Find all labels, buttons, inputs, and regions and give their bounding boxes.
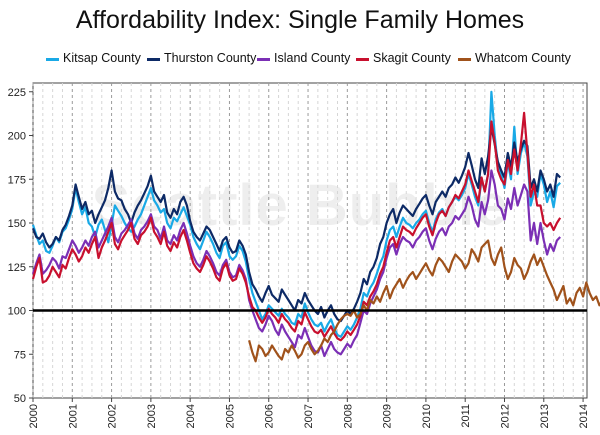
x-tick-label: 2009 bbox=[382, 404, 394, 428]
x-tick-label: 2003 bbox=[146, 404, 158, 428]
y-tick-label: 100 bbox=[8, 306, 26, 318]
x-tick-label: 2011 bbox=[460, 404, 472, 428]
x-tick-label: 2006 bbox=[264, 404, 276, 428]
x-tick-label: 2002 bbox=[107, 404, 119, 428]
x-tick-label: 2004 bbox=[185, 404, 197, 428]
y-tick-label: 175 bbox=[8, 174, 26, 186]
legend-label-thurston: Thurston County bbox=[164, 51, 257, 65]
y-tick-label: 150 bbox=[8, 218, 26, 230]
series-line-whatcom bbox=[248, 239, 600, 363]
legend-swatch-thurston bbox=[147, 58, 160, 61]
y-tick-label: 125 bbox=[8, 262, 26, 274]
legend-swatch-island bbox=[257, 58, 270, 61]
series-line-island bbox=[31, 169, 562, 358]
series-line-skagit bbox=[31, 111, 562, 342]
y-tick-label: 200 bbox=[8, 131, 26, 143]
x-tick-label: 2013 bbox=[539, 404, 551, 428]
chart-title: Affordability Index: Single Family Homes bbox=[75, 6, 525, 34]
x-tick-label: 2000 bbox=[28, 404, 40, 428]
legend-label-whatcom: Whatcom County bbox=[475, 51, 571, 65]
y-tick-label: 50 bbox=[14, 393, 26, 405]
legend-label-island: Island County bbox=[274, 51, 351, 65]
x-tick-label: 2010 bbox=[421, 404, 433, 428]
series-line-thurston bbox=[31, 125, 562, 323]
y-tick-label: 225 bbox=[8, 87, 26, 99]
x-tick-label: 2001 bbox=[67, 404, 79, 428]
legend-label-kitsap: Kitsap County bbox=[63, 51, 141, 65]
legend-swatch-skagit bbox=[356, 58, 369, 61]
y-tick-label: 75 bbox=[14, 349, 26, 361]
legend: Kitsap County Thurston County Island Cou… bbox=[0, 49, 600, 69]
x-tick-label: 2007 bbox=[303, 404, 315, 428]
legend-swatch-whatcom bbox=[458, 58, 471, 61]
series-line-kitsap bbox=[31, 90, 561, 338]
legend-swatch-kitsap bbox=[46, 58, 59, 61]
x-tick-label: 2012 bbox=[499, 404, 511, 428]
x-tick-label: 2014 bbox=[578, 404, 590, 428]
x-tick-label: 2005 bbox=[224, 404, 236, 428]
legend-label-skagit: Skagit County bbox=[373, 51, 451, 65]
x-tick-label: 2008 bbox=[342, 404, 354, 428]
